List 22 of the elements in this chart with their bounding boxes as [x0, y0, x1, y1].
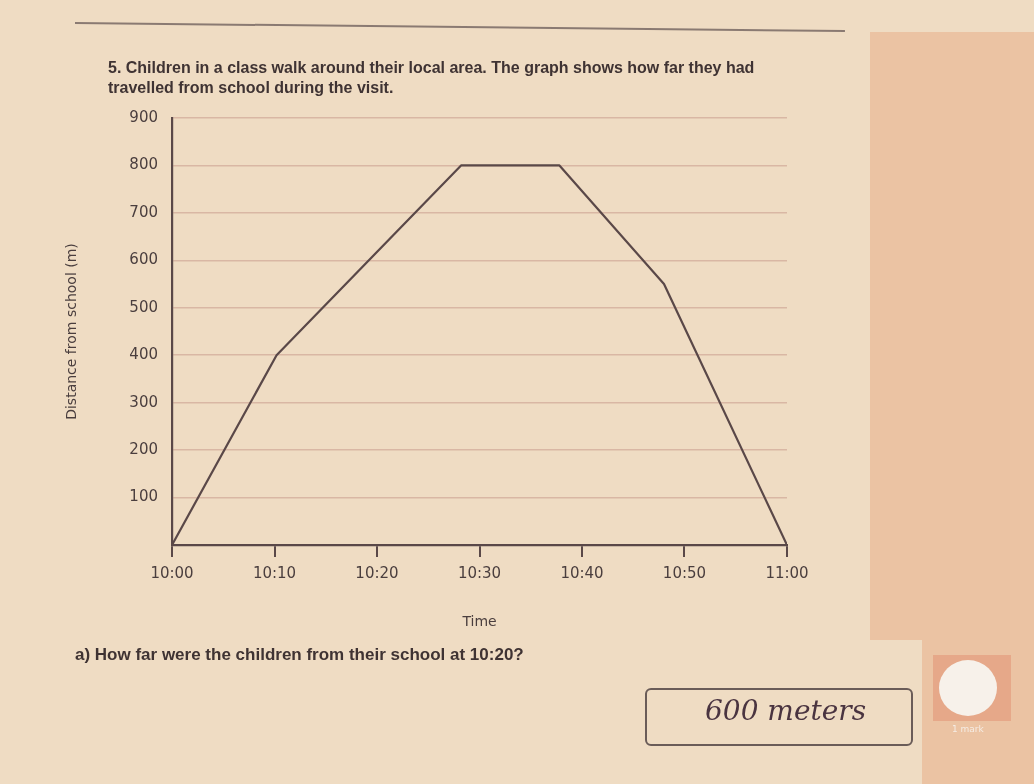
x-tick-label: 10:20	[355, 563, 399, 582]
y-tick-label: 500	[129, 297, 158, 316]
x-tick-label: 10:30	[457, 563, 502, 582]
y-tick-label: 300	[129, 392, 158, 411]
y-tick-label: 200	[129, 440, 158, 458]
y-tick-label: 900	[129, 107, 158, 126]
text: a) How far were the children from their school at 10:20?	[75, 645, 524, 665]
y-tick-label: 400	[129, 345, 158, 364]
x-tick-label: 10:00	[150, 563, 194, 582]
x-axis-title: Time	[461, 613, 497, 630]
y-tick-label: 800	[129, 155, 158, 174]
x-tick-label: 11:00	[765, 563, 809, 582]
x-tick-label: 10:10	[252, 563, 297, 582]
y-tick-label: 100	[129, 487, 158, 506]
text: 600 meters	[705, 694, 867, 727]
chart-title: 5. Children in a class walk around their local area. The graph shows how far they had travelled from school during the visit.	[108, 58, 756, 98]
y-tick-label: 600	[129, 250, 158, 269]
y-tick-label: 700	[129, 202, 158, 221]
text: 1 mark	[952, 724, 984, 734]
y-axis-title: Distance from school (m)	[63, 243, 80, 420]
x-tick-label: 10:50	[662, 563, 707, 582]
x-tick-label: 10:40	[560, 563, 604, 582]
